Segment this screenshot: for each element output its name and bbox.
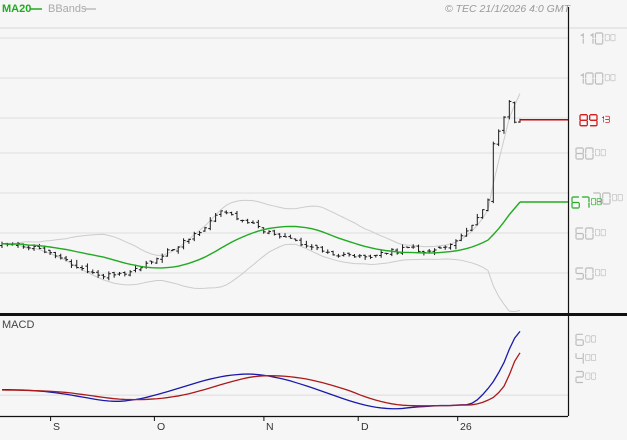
svg-text:BBands: BBands [48, 3, 87, 15]
svg-text:N: N [266, 421, 274, 433]
svg-text:MA20: MA20 [2, 3, 31, 15]
svg-text:MACD: MACD [2, 319, 34, 331]
svg-text:O: O [157, 421, 165, 433]
svg-text:© TEC 21/1/2026 4:0 GMT: © TEC 21/1/2026 4:0 GMT [445, 3, 572, 15]
svg-text:26: 26 [460, 421, 472, 433]
svg-text:S: S [53, 421, 60, 433]
svg-text:D: D [361, 421, 369, 433]
